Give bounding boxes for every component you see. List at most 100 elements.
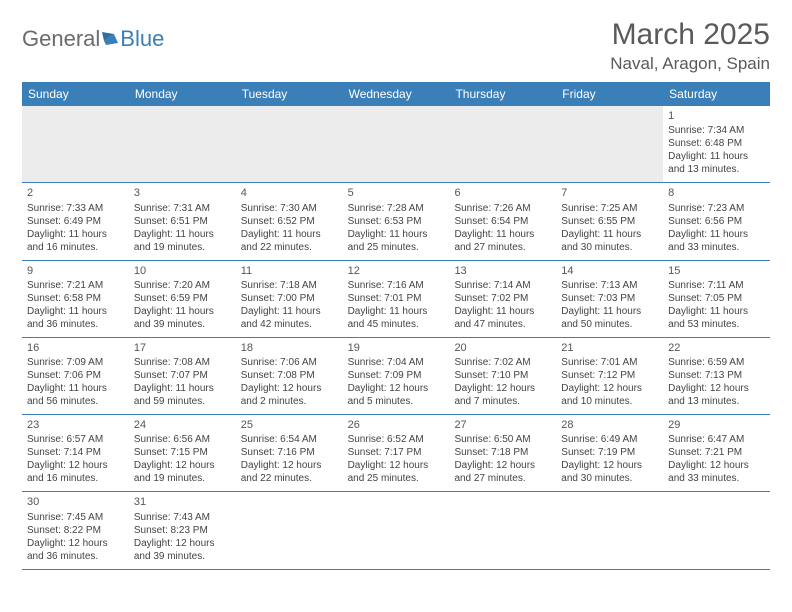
calendar-day-cell [236, 106, 343, 182]
day-number: 21 [561, 341, 658, 355]
daylight-line: Daylight: 12 hours and 5 minutes. [348, 382, 445, 408]
calendar-weeks: 1Sunrise: 7:34 AMSunset: 6:48 PMDaylight… [22, 106, 770, 570]
day-number: 13 [454, 264, 551, 278]
sunrise-line: Sunrise: 7:11 AM [668, 279, 765, 292]
day-number: 6 [454, 186, 551, 200]
calendar-day-cell: 8Sunrise: 7:23 AMSunset: 6:56 PMDaylight… [663, 183, 770, 259]
daylight-line: Daylight: 12 hours and 16 minutes. [27, 459, 124, 485]
sunrise-line: Sunrise: 7:16 AM [348, 279, 445, 292]
calendar: SundayMondayTuesdayWednesdayThursdayFrid… [22, 82, 770, 570]
sunset-line: Sunset: 6:56 PM [668, 215, 765, 228]
daylight-line: Daylight: 11 hours and 30 minutes. [561, 228, 658, 254]
calendar-day-cell: 19Sunrise: 7:04 AMSunset: 7:09 PMDayligh… [343, 338, 450, 414]
sunrise-line: Sunrise: 7:21 AM [27, 279, 124, 292]
sunrise-line: Sunrise: 6:57 AM [27, 433, 124, 446]
day-number: 31 [134, 495, 231, 509]
calendar-day-cell [449, 106, 556, 182]
day-number: 27 [454, 418, 551, 432]
sunset-line: Sunset: 6:55 PM [561, 215, 658, 228]
daylight-line: Daylight: 12 hours and 27 minutes. [454, 459, 551, 485]
sunset-line: Sunset: 7:02 PM [454, 292, 551, 305]
sunset-line: Sunset: 7:21 PM [668, 446, 765, 459]
sunrise-line: Sunrise: 7:26 AM [454, 202, 551, 215]
weekday-header: Thursday [449, 82, 556, 106]
sunrise-line: Sunrise: 6:52 AM [348, 433, 445, 446]
calendar-day-cell: 26Sunrise: 6:52 AMSunset: 7:17 PMDayligh… [343, 415, 450, 491]
calendar-day-cell: 25Sunrise: 6:54 AMSunset: 7:16 PMDayligh… [236, 415, 343, 491]
daylight-line: Daylight: 11 hours and 56 minutes. [27, 382, 124, 408]
sunrise-line: Sunrise: 7:33 AM [27, 202, 124, 215]
calendar-day-cell [236, 492, 343, 568]
sunset-line: Sunset: 7:17 PM [348, 446, 445, 459]
daylight-line: Daylight: 11 hours and 47 minutes. [454, 305, 551, 331]
sunrise-line: Sunrise: 6:47 AM [668, 433, 765, 446]
calendar-day-cell: 4Sunrise: 7:30 AMSunset: 6:52 PMDaylight… [236, 183, 343, 259]
day-number: 12 [348, 264, 445, 278]
sunrise-line: Sunrise: 7:20 AM [134, 279, 231, 292]
sunset-line: Sunset: 7:06 PM [27, 369, 124, 382]
calendar-day-cell: 22Sunrise: 6:59 AMSunset: 7:13 PMDayligh… [663, 338, 770, 414]
sunset-line: Sunset: 7:03 PM [561, 292, 658, 305]
calendar-day-cell [343, 106, 450, 182]
logo-text-general: General [22, 26, 100, 52]
sunrise-line: Sunrise: 7:23 AM [668, 202, 765, 215]
sunrise-line: Sunrise: 6:54 AM [241, 433, 338, 446]
daylight-line: Daylight: 12 hours and 13 minutes. [668, 382, 765, 408]
daylight-line: Daylight: 11 hours and 45 minutes. [348, 305, 445, 331]
daylight-line: Daylight: 11 hours and 42 minutes. [241, 305, 338, 331]
sunrise-line: Sunrise: 7:28 AM [348, 202, 445, 215]
sunrise-line: Sunrise: 7:08 AM [134, 356, 231, 369]
sunset-line: Sunset: 7:18 PM [454, 446, 551, 459]
calendar-week-row: 9Sunrise: 7:21 AMSunset: 6:58 PMDaylight… [22, 261, 770, 338]
calendar-day-cell: 1Sunrise: 7:34 AMSunset: 6:48 PMDaylight… [663, 106, 770, 182]
calendar-week-row: 1Sunrise: 7:34 AMSunset: 6:48 PMDaylight… [22, 106, 770, 183]
day-number: 26 [348, 418, 445, 432]
daylight-line: Daylight: 11 hours and 16 minutes. [27, 228, 124, 254]
calendar-day-cell: 12Sunrise: 7:16 AMSunset: 7:01 PMDayligh… [343, 261, 450, 337]
sunset-line: Sunset: 7:09 PM [348, 369, 445, 382]
daylight-line: Daylight: 11 hours and 50 minutes. [561, 305, 658, 331]
calendar-day-cell [556, 106, 663, 182]
logo: General Blue [22, 18, 164, 52]
calendar-day-cell: 30Sunrise: 7:45 AMSunset: 8:22 PMDayligh… [22, 492, 129, 568]
calendar-day-cell [129, 106, 236, 182]
calendar-day-cell: 17Sunrise: 7:08 AMSunset: 7:07 PMDayligh… [129, 338, 236, 414]
calendar-day-cell: 2Sunrise: 7:33 AMSunset: 6:49 PMDaylight… [22, 183, 129, 259]
sunrise-line: Sunrise: 6:59 AM [668, 356, 765, 369]
calendar-day-cell: 7Sunrise: 7:25 AMSunset: 6:55 PMDaylight… [556, 183, 663, 259]
calendar-day-cell [556, 492, 663, 568]
sunrise-line: Sunrise: 7:09 AM [27, 356, 124, 369]
flag-icon [100, 29, 120, 49]
sunset-line: Sunset: 7:01 PM [348, 292, 445, 305]
calendar-day-cell: 3Sunrise: 7:31 AMSunset: 6:51 PMDaylight… [129, 183, 236, 259]
day-number: 16 [27, 341, 124, 355]
day-number: 30 [27, 495, 124, 509]
calendar-day-cell [663, 492, 770, 568]
sunset-line: Sunset: 8:22 PM [27, 524, 124, 537]
calendar-day-cell: 27Sunrise: 6:50 AMSunset: 7:18 PMDayligh… [449, 415, 556, 491]
calendar-day-cell: 28Sunrise: 6:49 AMSunset: 7:19 PMDayligh… [556, 415, 663, 491]
day-number: 3 [134, 186, 231, 200]
sunrise-line: Sunrise: 7:18 AM [241, 279, 338, 292]
day-number: 29 [668, 418, 765, 432]
day-number: 7 [561, 186, 658, 200]
sunset-line: Sunset: 6:59 PM [134, 292, 231, 305]
day-number: 22 [668, 341, 765, 355]
day-number: 24 [134, 418, 231, 432]
day-number: 20 [454, 341, 551, 355]
daylight-line: Daylight: 11 hours and 33 minutes. [668, 228, 765, 254]
calendar-day-cell: 29Sunrise: 6:47 AMSunset: 7:21 PMDayligh… [663, 415, 770, 491]
calendar-day-cell: 6Sunrise: 7:26 AMSunset: 6:54 PMDaylight… [449, 183, 556, 259]
sunrise-line: Sunrise: 7:02 AM [454, 356, 551, 369]
weekday-header: Sunday [22, 82, 129, 106]
daylight-line: Daylight: 12 hours and 2 minutes. [241, 382, 338, 408]
sunset-line: Sunset: 7:16 PM [241, 446, 338, 459]
daylight-line: Daylight: 12 hours and 22 minutes. [241, 459, 338, 485]
daylight-line: Daylight: 12 hours and 7 minutes. [454, 382, 551, 408]
calendar-day-cell: 10Sunrise: 7:20 AMSunset: 6:59 PMDayligh… [129, 261, 236, 337]
calendar-day-cell [449, 492, 556, 568]
day-number: 25 [241, 418, 338, 432]
calendar-day-cell: 16Sunrise: 7:09 AMSunset: 7:06 PMDayligh… [22, 338, 129, 414]
daylight-line: Daylight: 12 hours and 10 minutes. [561, 382, 658, 408]
calendar-day-cell: 31Sunrise: 7:43 AMSunset: 8:23 PMDayligh… [129, 492, 236, 568]
